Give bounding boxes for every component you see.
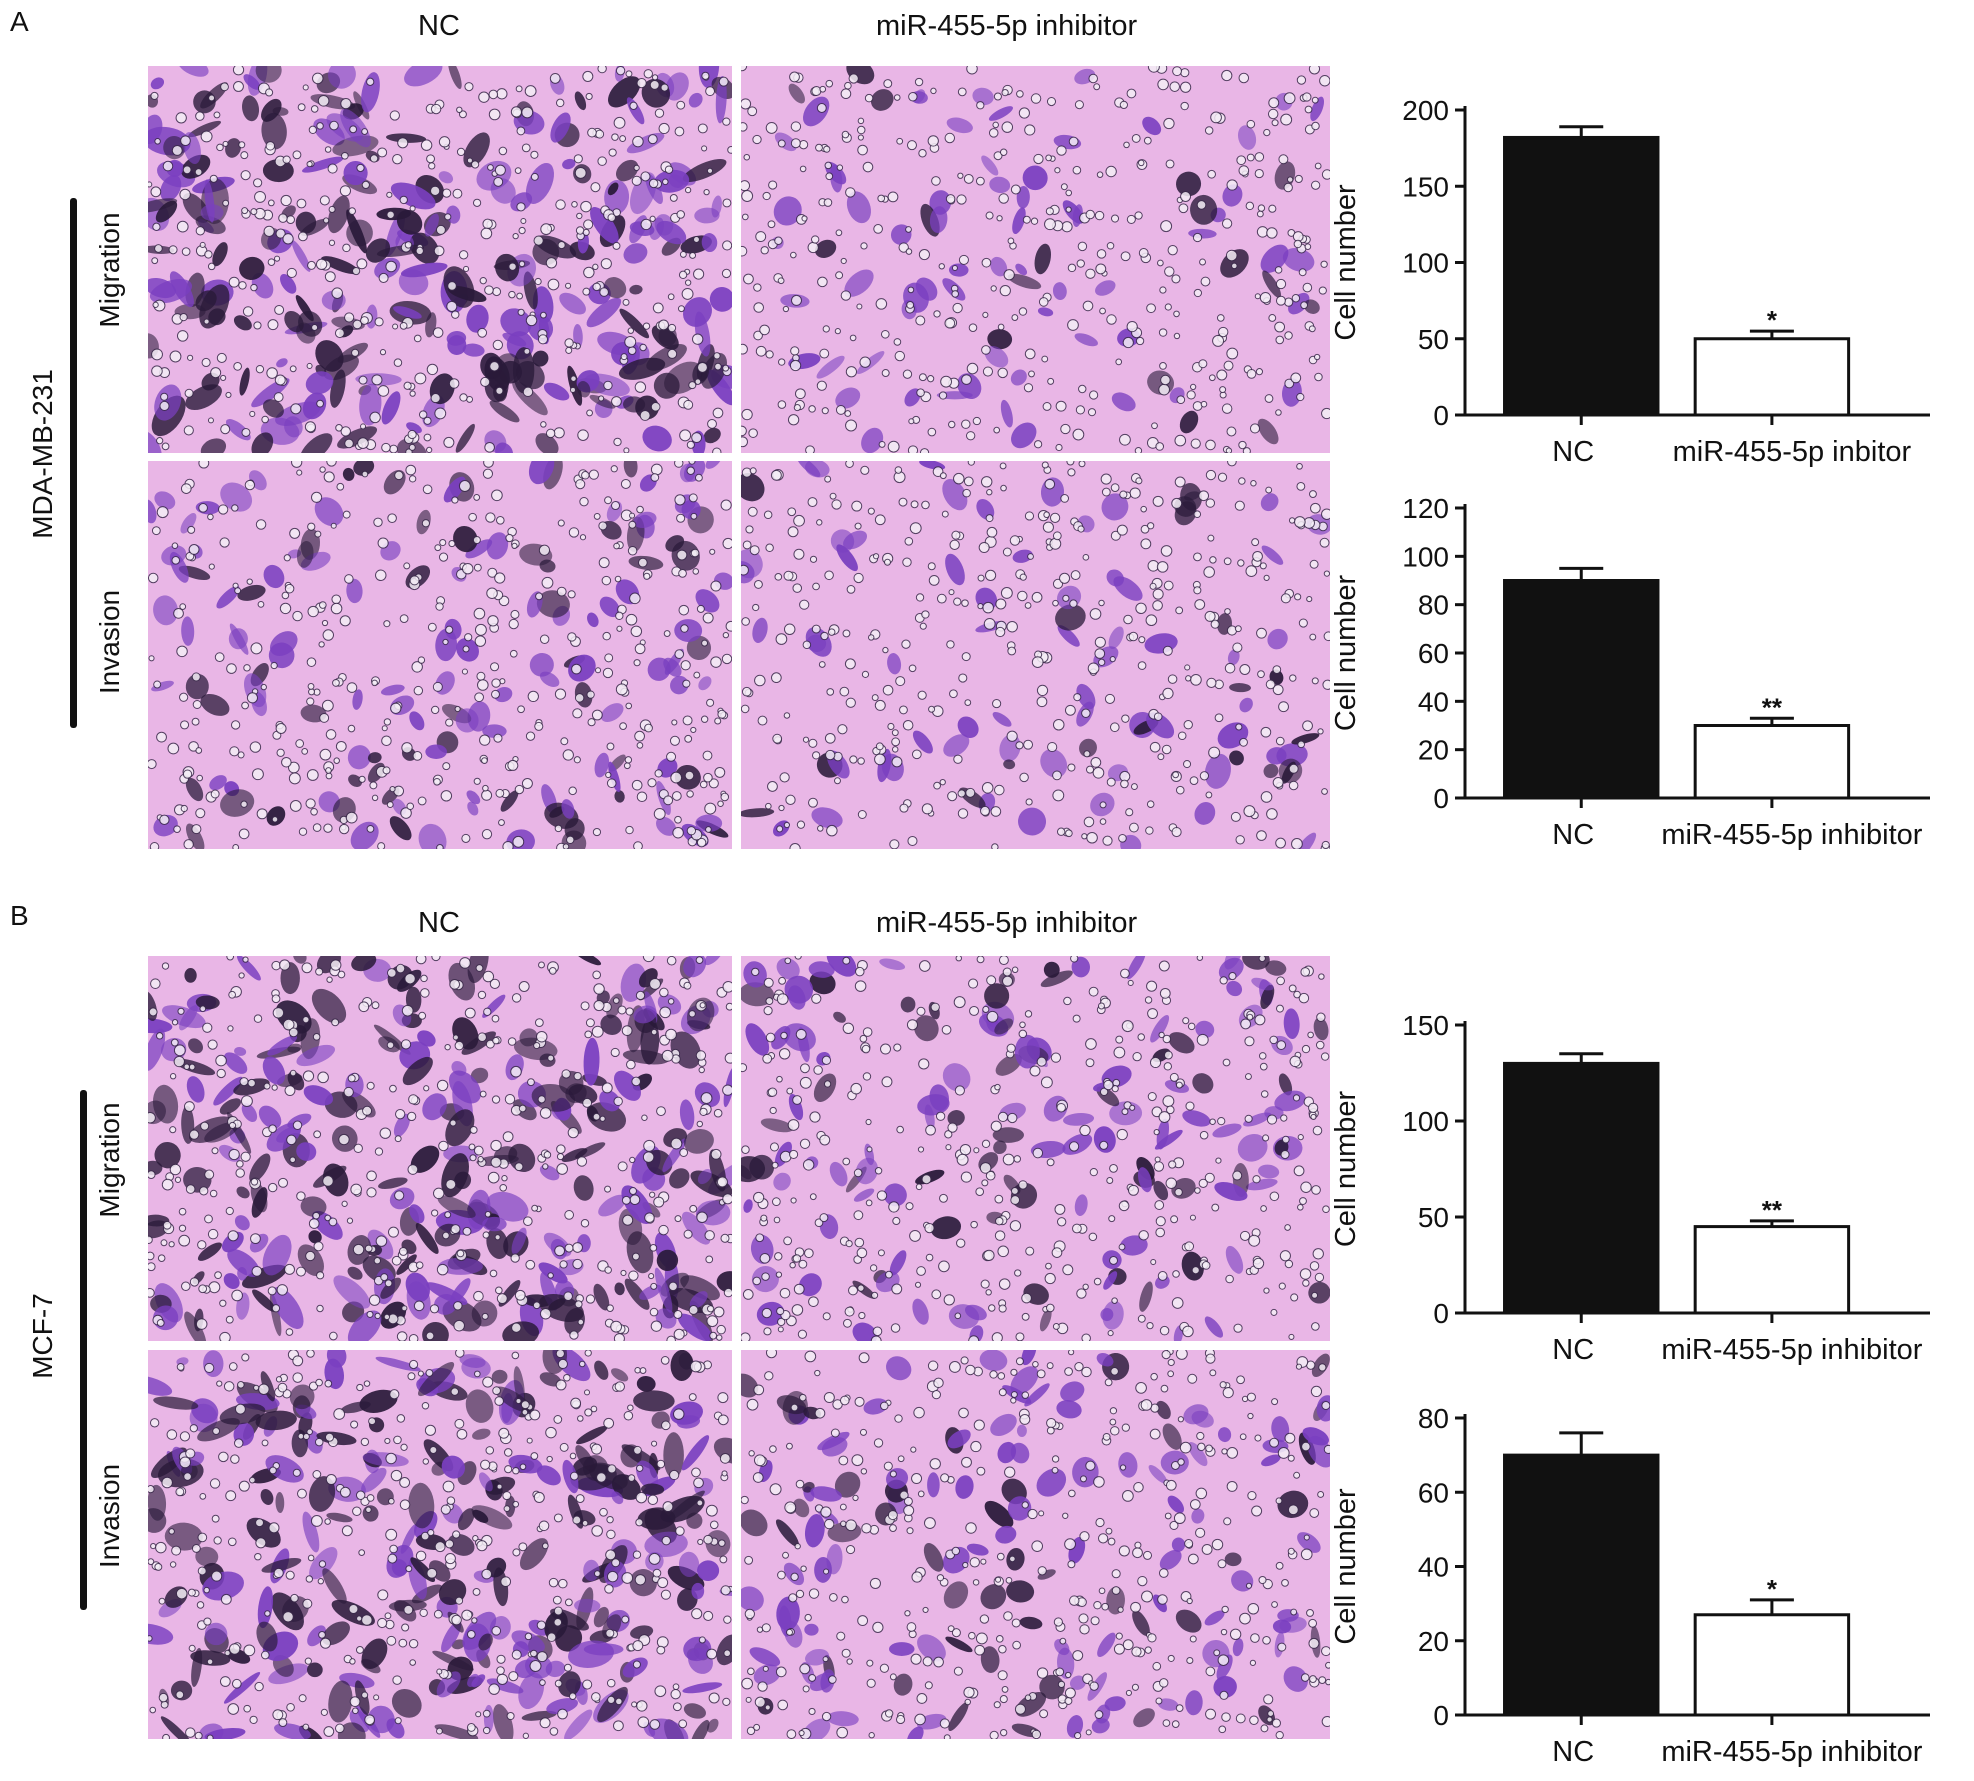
chart-2-ytick-label-5: 100 xyxy=(1402,541,1449,572)
col-title-nc-a: NC xyxy=(418,10,460,42)
row-label-migration-b: Migration xyxy=(94,1102,125,1218)
chart-3-bar-0 xyxy=(1503,1061,1660,1315)
col-title-nc-b: NC xyxy=(418,907,460,939)
cell-line-bracket-b xyxy=(80,1090,87,1610)
chart-4-bar-0 xyxy=(1503,1453,1660,1717)
chart-1-ytick-label-1: 50 xyxy=(1418,324,1449,355)
chart-1-ytick-label-2: 100 xyxy=(1402,248,1449,279)
row-label-migration-a: Migration xyxy=(94,212,125,328)
chart-3-category-label-0: NC xyxy=(1552,1334,1594,1366)
chart-1-ytick-label-3: 150 xyxy=(1402,171,1449,202)
row-label-invasion-b: Invasion xyxy=(94,1463,125,1569)
chart-2-category-label-0: NC xyxy=(1552,819,1594,851)
chart-4-bar-1 xyxy=(1693,1613,1851,1717)
chart-4-ylabel: Cell number xyxy=(1330,1488,1362,1645)
chart-2-ylabel: Cell number xyxy=(1330,574,1362,731)
micrograph-b-inhibitor-invasion xyxy=(741,1350,1330,1739)
chart-1-ytick-label-4: 200 xyxy=(1402,95,1449,126)
chart-4-ytick-label-0: 0 xyxy=(1433,1700,1449,1731)
chart-3-significance-1: ** xyxy=(1762,1195,1783,1225)
chart-4-ytick-label-1: 20 xyxy=(1418,1626,1449,1657)
chart-2-bar-0 xyxy=(1503,579,1660,800)
chart-2: 0 20 40 60 80 100 120 Cell number NC ** miR-455-5p… xyxy=(1330,493,1930,851)
chart-2-ytick-label-0: 0 xyxy=(1433,783,1449,814)
chart-4-category-label-0: NC xyxy=(1552,1736,1594,1768)
col-title-inhibitor-b: miR-455-5p inhibitor xyxy=(876,907,1138,939)
chart-4-ytick-label-3: 60 xyxy=(1418,1477,1449,1508)
col-title-inhibitor-a: miR-455-5p inhibitor xyxy=(876,10,1138,42)
micrograph-a-inhibitor-migration xyxy=(741,66,1330,453)
micrograph-a-nc-invasion xyxy=(148,461,732,849)
cell-line-label-a: MDA-MB-231 xyxy=(27,369,58,539)
chart-3-ytick-label-1: 50 xyxy=(1418,1202,1449,1233)
chart-3-category-label-1: miR-455-5p inhibitor xyxy=(1661,1334,1922,1366)
chart-2-bar-1 xyxy=(1693,724,1851,800)
micrograph-b-inhibitor-migration xyxy=(741,956,1330,1341)
chart-3-ytick-label-0: 0 xyxy=(1433,1298,1449,1329)
chart-4-ytick-label-2: 40 xyxy=(1418,1552,1449,1583)
chart-2-ytick-label-2: 40 xyxy=(1418,686,1449,717)
chart-3-ytick-label-2: 100 xyxy=(1402,1106,1449,1137)
chart-3-ylabel: Cell number xyxy=(1330,1090,1362,1247)
micrograph-b-nc-migration xyxy=(148,956,732,1341)
chart-1-ytick-label-0: 0 xyxy=(1433,400,1449,431)
cell-line-label-b: MCF-7 xyxy=(27,1293,58,1379)
chart-1-significance-1: * xyxy=(1767,305,1778,335)
chart-2-ytick-label-1: 20 xyxy=(1418,735,1449,766)
micrograph-b-nc-invasion xyxy=(148,1350,732,1739)
chart-3-ytick-label-3: 150 xyxy=(1402,1010,1449,1041)
panel-letter-a: A xyxy=(10,6,29,37)
chart-1-bar-0 xyxy=(1503,135,1660,417)
chart-3: 0 50 100 150 Cell number NC ** miR-455-5p inhib… xyxy=(1330,1010,1930,1366)
chart-4-significance-1: * xyxy=(1767,1574,1778,1604)
micrograph-a-inhibitor-invasion xyxy=(741,461,1330,849)
row-label-invasion-a: Invasion xyxy=(94,589,125,695)
chart-1-ylabel: Cell number xyxy=(1330,184,1362,341)
chart-2-significance-1: ** xyxy=(1762,692,1783,722)
chart-3-bar-1 xyxy=(1693,1225,1851,1315)
chart-1-bar-1 xyxy=(1693,337,1851,417)
chart-1-category-label-1: miR-455-5p inbitor xyxy=(1673,436,1912,468)
panel-letter-b: B xyxy=(10,900,29,931)
chart-4: 0 20 40 60 80 Cell number NC * miR-455-5p inhibi… xyxy=(1330,1403,1930,1768)
cell-line-bracket-a xyxy=(70,198,77,728)
chart-2-ytick-label-3: 60 xyxy=(1418,638,1449,669)
chart-4-ytick-label-4: 80 xyxy=(1418,1403,1449,1434)
chart-2-category-label-1: miR-455-5p inhibitor xyxy=(1661,819,1922,851)
chart-1-category-label-0: NC xyxy=(1552,436,1594,468)
chart-2-ytick-label-6: 120 xyxy=(1402,493,1449,524)
chart-2-ytick-label-4: 80 xyxy=(1418,590,1449,621)
micrograph-a-nc-migration xyxy=(148,66,732,453)
chart-1: 0 50 100 150 200 Cell number NC * miR-455-5p inb… xyxy=(1330,95,1930,468)
chart-4-category-label-1: miR-455-5p inhibitor xyxy=(1661,1736,1922,1768)
